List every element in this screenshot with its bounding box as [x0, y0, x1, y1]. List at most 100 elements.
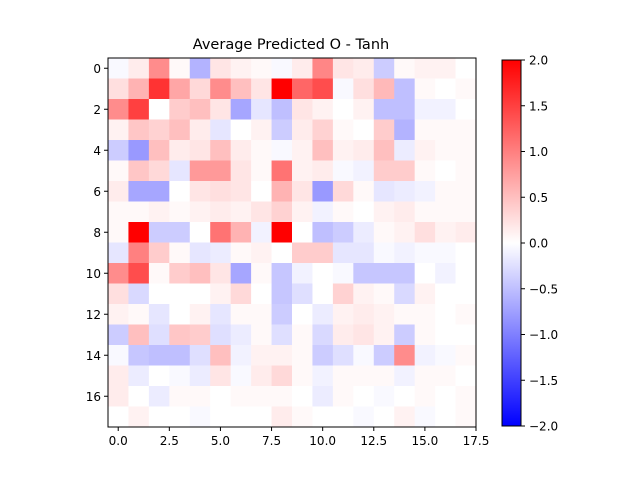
x-tick-label: 7.5 — [262, 434, 281, 448]
heatmap-cell — [435, 222, 456, 243]
heatmap-cell — [271, 99, 293, 120]
heatmap-cell — [169, 345, 191, 366]
heatmap-cell — [373, 263, 395, 284]
heatmap-cell — [455, 304, 477, 325]
heatmap-cell — [455, 181, 477, 202]
heatmap-cell — [210, 181, 232, 202]
heatmap-cell — [271, 283, 293, 305]
heatmap-cell — [271, 160, 293, 182]
heatmap-cell — [169, 99, 191, 120]
heatmap-cell — [312, 406, 334, 428]
heatmap-cell — [271, 386, 293, 407]
heatmap-cell — [414, 201, 436, 223]
heatmap-cell — [210, 99, 232, 120]
heatmap-cell — [414, 119, 436, 141]
heatmap-cell — [230, 304, 252, 325]
heatmap-cell — [230, 324, 252, 346]
heatmap-cell — [312, 386, 334, 407]
heatmap-cell — [373, 181, 395, 202]
heatmap-cell — [189, 283, 211, 305]
heatmap-cell — [414, 283, 436, 305]
heatmap-cell — [312, 99, 334, 120]
heatmap-cell — [230, 140, 252, 161]
heatmap-cell — [271, 263, 293, 284]
heatmap-cell — [210, 263, 232, 284]
colorbar — [501, 59, 522, 427]
heatmap-cell — [230, 99, 252, 120]
colorbar-tick-label: −0.5 — [529, 282, 558, 296]
heatmap-cell — [373, 119, 395, 141]
heatmap-cell — [251, 406, 272, 428]
heatmap-cell — [353, 386, 375, 407]
heatmap-cell — [414, 324, 436, 346]
heatmap-cell — [373, 283, 395, 305]
heatmap-cell — [332, 406, 354, 428]
heatmap-cell — [189, 345, 211, 366]
heatmap-cell — [455, 160, 477, 182]
heatmap-cell — [435, 365, 456, 387]
y-tick-label: 4 — [93, 144, 101, 158]
heatmap-cell — [108, 78, 129, 100]
heatmap-cell — [148, 242, 170, 264]
heatmap-cell — [271, 78, 293, 100]
heatmap-cell — [414, 345, 436, 366]
heatmap-cell — [394, 283, 416, 305]
heatmap-cell — [455, 222, 477, 243]
heatmap-cell — [292, 324, 313, 346]
colorbar-tick-label: 1.0 — [529, 145, 548, 159]
heatmap-cell — [128, 263, 150, 284]
heatmap-cell — [230, 222, 252, 243]
heatmap-cell — [148, 365, 170, 387]
heatmap-cell — [414, 181, 436, 202]
heatmap-cell — [455, 283, 477, 305]
heatmap-cell — [128, 78, 150, 100]
heatmap-cell — [353, 140, 375, 161]
heatmap-cell — [210, 406, 232, 428]
heatmap-cell — [210, 58, 232, 79]
heatmap-cell — [128, 242, 150, 264]
heatmap-cell — [353, 201, 375, 223]
heatmap-cell — [455, 201, 477, 223]
heatmap-cell — [435, 140, 456, 161]
heatmap-cell — [251, 386, 272, 407]
heatmap-cell — [210, 78, 232, 100]
heatmap-cell — [292, 386, 313, 407]
heatmap-cell — [148, 386, 170, 407]
heatmap-cell — [394, 181, 416, 202]
heatmap-cell — [189, 119, 211, 141]
heatmap-cell — [312, 263, 334, 284]
heatmap-cell — [169, 324, 191, 346]
heatmap-cell — [435, 242, 456, 264]
y-tick-label: 12 — [86, 308, 101, 322]
heatmap-cell — [292, 181, 313, 202]
heatmap-cell — [128, 283, 150, 305]
heatmap-cell — [332, 365, 354, 387]
heatmap-cell — [373, 99, 395, 120]
heatmap-cell — [312, 119, 334, 141]
heatmap-cell — [128, 99, 150, 120]
heatmap-cell — [230, 160, 252, 182]
heatmap-cell — [251, 140, 272, 161]
heatmap-cell — [210, 304, 232, 325]
heatmap-cell — [435, 160, 456, 182]
heatmap-cell — [230, 78, 252, 100]
heatmap-cell — [128, 365, 150, 387]
heatmap-cell — [455, 140, 477, 161]
heatmap-cell — [292, 58, 313, 79]
heatmap-cell — [271, 304, 293, 325]
heatmap-cell — [373, 78, 395, 100]
heatmap-cell — [251, 263, 272, 284]
heatmap-cell — [435, 386, 456, 407]
heatmap-cell — [169, 160, 191, 182]
heatmap-cell — [148, 140, 170, 161]
colorbar-tick-label: −1.0 — [529, 328, 558, 342]
heatmap-cell — [312, 181, 334, 202]
heatmap-cell — [455, 119, 477, 141]
heatmap-cell — [108, 406, 129, 428]
heatmap-cell — [353, 304, 375, 325]
heatmap-cell — [251, 365, 272, 387]
heatmap-cell — [251, 78, 272, 100]
heatmap-cell — [435, 181, 456, 202]
heatmap-cell — [210, 345, 232, 366]
heatmap-cell — [148, 304, 170, 325]
